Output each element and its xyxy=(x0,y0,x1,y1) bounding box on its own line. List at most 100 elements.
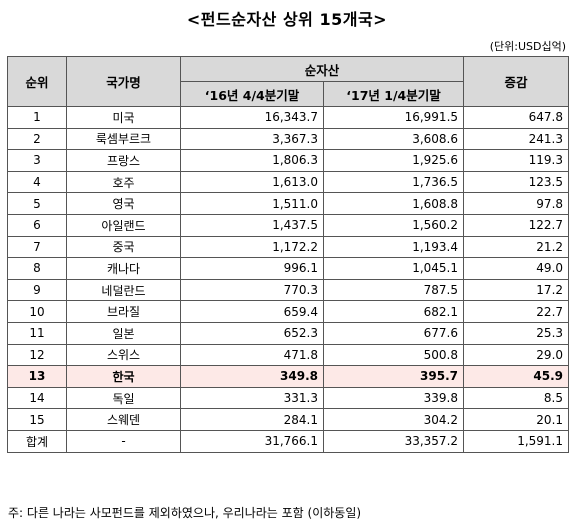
country-cell: 룩셈부르크 xyxy=(66,127,181,151)
q4-2016-cell: 3,367.3 xyxy=(180,127,324,151)
rank-cell: 10 xyxy=(7,300,67,323)
change-cell: 8.5 xyxy=(463,386,570,410)
q1-2017-cell: 1,608.8 xyxy=(322,192,465,215)
unit-label: (단위:USD십억) xyxy=(489,40,566,53)
change-cell: 122.7 xyxy=(463,213,570,237)
table-row: 10 브라질 659.4 682.1 22.7 xyxy=(7,300,570,323)
q4-2016-cell: 284.1 xyxy=(180,408,324,431)
table-row: 7 중국 1,172.2 1,193.4 21.2 xyxy=(7,235,570,259)
change-cell: 1,591.1 xyxy=(463,429,570,453)
country-cell: 중국 xyxy=(66,235,181,259)
q1-2017-cell: 16,991.5 xyxy=(322,106,465,129)
rank-cell: 15 xyxy=(7,408,67,431)
page-title: <펀드순자산 상위 15개국> xyxy=(186,10,388,29)
table-body: 1 미국 16,343.7 16,991.5 647.8 2 룩셈부르크 3,367.3 3,6… xyxy=(7,106,570,453)
q1-2017-cell: 1,045.1 xyxy=(322,257,465,280)
table-row: 6 아일랜드 1,437.5 1,560.2 122.7 xyxy=(7,213,570,237)
q4-2016-cell: 349.8 xyxy=(180,365,324,388)
table-row: 2 룩셈부르크 3,367.3 3,608.6 241.3 xyxy=(7,127,570,151)
table-row: 14 독일 331.3 339.8 8.5 xyxy=(7,386,570,410)
country-cell: 스웨덴 xyxy=(66,408,181,431)
change-cell: 17.2 xyxy=(463,278,570,302)
country-cell: 일본 xyxy=(66,321,181,345)
header-q1-2017: ‘17년 1/4분기말 xyxy=(322,81,465,107)
q1-2017-cell: 395.7 xyxy=(322,365,465,388)
rank-cell: 9 xyxy=(7,278,67,302)
q1-2017-cell: 1,736.5 xyxy=(322,170,465,194)
country-cell: 영국 xyxy=(66,192,181,215)
q4-2016-cell: 31,766.1 xyxy=(180,429,324,453)
change-cell: 241.3 xyxy=(463,127,570,151)
q4-2016-cell: 331.3 xyxy=(180,386,324,410)
rank-cell: 12 xyxy=(7,343,67,367)
change-cell: 45.9 xyxy=(463,365,570,388)
table-row: 11 일본 652.3 677.6 25.3 xyxy=(7,321,570,345)
rank-cell: 4 xyxy=(7,170,67,194)
table-row: 13 한국 349.8 395.7 45.9 xyxy=(7,365,570,388)
q4-2016-cell: 471.8 xyxy=(180,343,324,367)
change-cell: 29.0 xyxy=(463,343,570,367)
change-cell: 119.3 xyxy=(463,149,570,172)
q4-2016-cell: 16,343.7 xyxy=(180,106,324,129)
q1-2017-cell: 1,925.6 xyxy=(322,149,465,172)
q4-2016-cell: 770.3 xyxy=(180,278,324,302)
footnote: 주: 다른 나라는 사모펀드를 제외하였으나, 우리나라는 포함 (이하동일) xyxy=(8,506,362,520)
country-cell: 호주 xyxy=(66,170,181,194)
table-row: 3 프랑스 1,806.3 1,925.6 119.3 xyxy=(7,149,570,172)
country-cell: 캐나다 xyxy=(66,257,181,280)
table-row: 5 영국 1,511.0 1,608.8 97.8 xyxy=(7,192,570,215)
table-row: 8 캐나다 996.1 1,045.1 49.0 xyxy=(7,257,570,280)
rank-cell: 11 xyxy=(7,321,67,345)
rank-cell: 8 xyxy=(7,257,67,280)
change-cell: 49.0 xyxy=(463,257,570,280)
change-cell: 97.8 xyxy=(463,192,570,215)
q4-2016-cell: 1,172.2 xyxy=(180,235,324,259)
q1-2017-cell: 787.5 xyxy=(322,278,465,302)
header-net-assets: 순자산 xyxy=(179,56,465,82)
table-row: 9 네덜란드 770.3 787.5 17.2 xyxy=(7,278,570,302)
rank-cell: 13 xyxy=(7,365,67,388)
country-cell: 브라질 xyxy=(66,300,181,323)
table-row: 1 미국 16,343.7 16,991.5 647.8 xyxy=(7,106,570,129)
total-row: 합계 -31,766.1 33,357.2 1,591.1 xyxy=(7,429,570,453)
rank-cell: 14 xyxy=(7,386,67,410)
country-cell: 한국 xyxy=(66,365,181,388)
header-change: 증감 xyxy=(463,56,570,107)
rank-cell: 6 xyxy=(7,213,67,237)
rank-cell: 1 xyxy=(7,106,67,129)
q4-2016-cell: 659.4 xyxy=(180,300,324,323)
table-row: 4 호주 1,613.0 1,736.5 123.5 xyxy=(7,170,570,194)
country-cell: - xyxy=(66,429,181,453)
q4-2016-cell: 652.3 xyxy=(180,321,324,345)
q1-2017-cell: 339.8 xyxy=(322,386,465,410)
q1-2017-cell: 33,357.2 xyxy=(322,429,465,453)
country-cell: 아일랜드 xyxy=(66,213,181,237)
change-cell: 123.5 xyxy=(463,170,570,194)
rank-cell: 3 xyxy=(7,149,67,172)
change-cell: 20.1 xyxy=(463,408,570,431)
header-rank: 순위 xyxy=(7,56,67,107)
q4-2016-cell: 1,806.3 xyxy=(180,149,324,172)
change-cell: 647.8 xyxy=(463,106,570,129)
q1-2017-cell: 500.8 xyxy=(322,343,465,367)
country-cell: 스위스 xyxy=(66,343,181,367)
change-cell: 25.3 xyxy=(463,321,570,345)
country-cell: 독일 xyxy=(66,386,181,410)
q1-2017-cell: 682.1 xyxy=(322,300,465,323)
rank-cell: 합계 xyxy=(7,429,67,453)
table-row: 12 스위스 471.8 500.8 29.0 xyxy=(7,343,570,367)
q4-2016-cell: 1,613.0 xyxy=(180,170,324,194)
q1-2017-cell: 3,608.6 xyxy=(322,127,465,151)
rank-cell: 7 xyxy=(7,235,67,259)
country-cell: 네덜란드 xyxy=(66,278,181,302)
rank-cell: 2 xyxy=(7,127,67,151)
q4-2016-cell: 1,437.5 xyxy=(180,213,324,237)
change-cell: 21.2 xyxy=(463,235,570,259)
q1-2017-cell: 304.2 xyxy=(322,408,465,431)
q1-2017-cell: 677.6 xyxy=(322,321,465,345)
header-country: 국가명 xyxy=(66,56,181,107)
table-row: 15 스웨덴 284.1 304.2 20.1 xyxy=(7,408,570,431)
country-cell: 미국 xyxy=(66,106,181,129)
q1-2017-cell: 1,193.4 xyxy=(322,235,465,259)
